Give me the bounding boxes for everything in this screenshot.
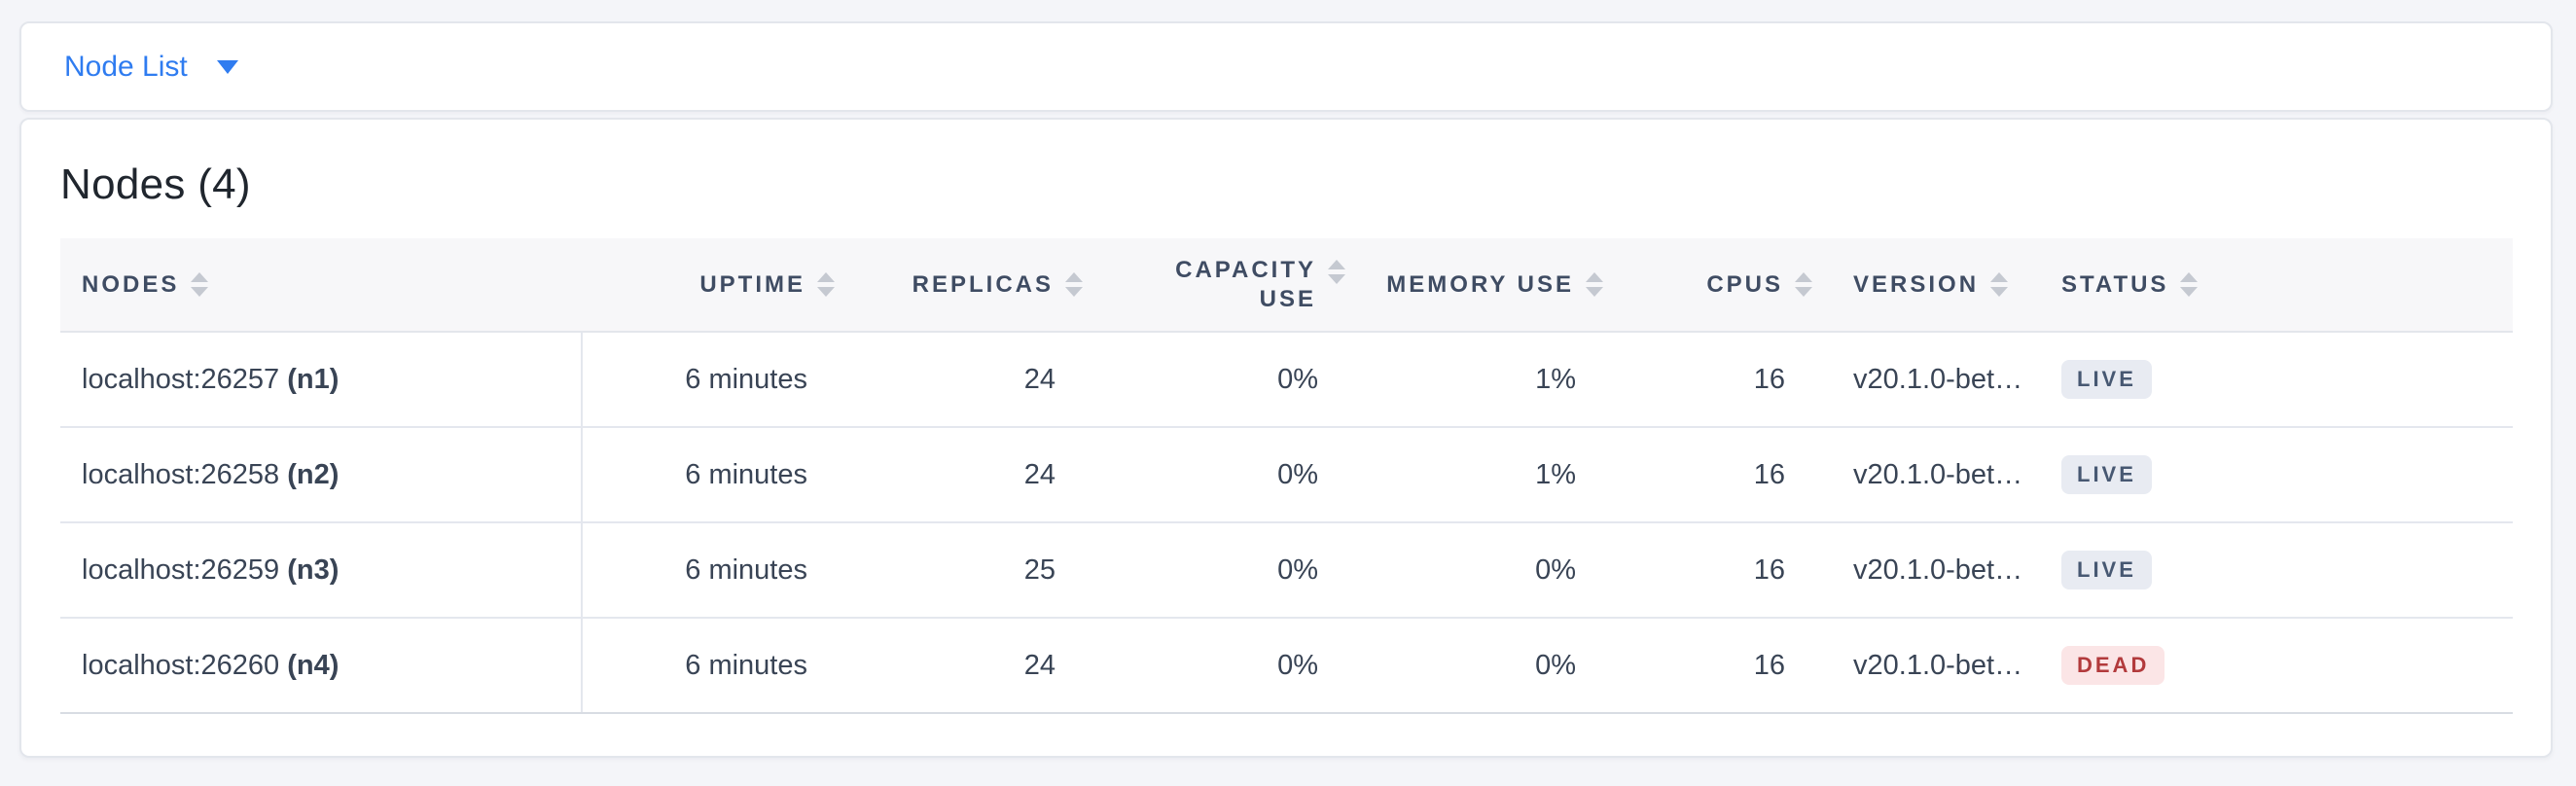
- node-list-dropdown[interactable]: Node List: [64, 50, 238, 83]
- column-header-uptime[interactable]: UPTIME: [582, 238, 835, 333]
- column-header-version[interactable]: VERSION: [1812, 238, 2046, 333]
- uptime-cell: 6 minutes: [582, 522, 835, 619]
- column-header-memory-use[interactable]: MEMORY USE: [1345, 238, 1603, 333]
- node-address-link[interactable]: localhost:26257 (n1): [82, 363, 340, 395]
- status-cell: DEAD: [2046, 618, 2240, 714]
- column-header-nodes[interactable]: NODES: [60, 238, 582, 333]
- sort-icon: [1990, 272, 2009, 297]
- memory-use-cell: 0%: [1345, 522, 1603, 619]
- cpus-cell: 16: [1603, 618, 1812, 714]
- page-title: Nodes (4): [60, 161, 251, 208]
- status-badge: LIVE: [2061, 551, 2152, 590]
- status-badge: LIVE: [2061, 455, 2152, 494]
- memory-use-cell: 1%: [1345, 427, 1603, 523]
- column-header-cpus[interactable]: CPUS: [1603, 238, 1812, 333]
- nodes-panel: Nodes (4) NODES: [19, 118, 2553, 758]
- nodes-table: NODES UPTIME REPLICAS: [60, 238, 2513, 714]
- table-row: localhost:26260 (n4) 6 minutes 24 0% 0% …: [60, 618, 2513, 714]
- version-cell: v20.1.0-bet…: [1812, 332, 2046, 428]
- replicas-cell: 24: [835, 427, 1083, 523]
- column-header-capacity-use[interactable]: CAPACITY USE: [1083, 238, 1345, 333]
- uptime-cell: 6 minutes: [582, 332, 835, 428]
- spacer-cell: [2240, 522, 2513, 619]
- node-id: (n4): [287, 649, 340, 681]
- replicas-cell: 24: [835, 618, 1083, 714]
- sort-icon: [2180, 272, 2199, 297]
- capacity-use-cell: 0%: [1083, 618, 1345, 714]
- table-row: localhost:26259 (n3) 6 minutes 25 0% 0% …: [60, 522, 2513, 619]
- table-header-row: NODES UPTIME REPLICAS: [60, 238, 2513, 333]
- cpus-cell: 16: [1603, 332, 1812, 428]
- memory-use-cell: 1%: [1345, 332, 1603, 428]
- uptime-cell: 6 minutes: [582, 618, 835, 714]
- node-address-link[interactable]: localhost:26259 (n3): [82, 554, 340, 586]
- chevron-down-icon: [216, 59, 238, 74]
- node-id: (n3): [287, 554, 340, 586]
- replicas-cell: 24: [835, 332, 1083, 428]
- node-address-cell: localhost:26258 (n2): [60, 427, 583, 523]
- status-badge: DEAD: [2061, 646, 2165, 685]
- node-address-cell: localhost:26260 (n4): [60, 618, 583, 714]
- sort-icon: [817, 272, 835, 297]
- cpus-cell: 16: [1603, 427, 1812, 523]
- version-cell: v20.1.0-bet…: [1812, 618, 2046, 714]
- uptime-cell: 6 minutes: [582, 427, 835, 523]
- version-cell: v20.1.0-bet…: [1812, 427, 2046, 523]
- table-row: localhost:26257 (n1) 6 minutes 24 0% 1% …: [60, 332, 2513, 428]
- capacity-use-cell: 0%: [1083, 522, 1345, 619]
- column-header-spacer: [2240, 238, 2513, 333]
- spacer-cell: [2240, 427, 2513, 523]
- capacity-use-cell: 0%: [1083, 332, 1345, 428]
- node-id: (n2): [287, 458, 340, 490]
- node-list-dropdown-label: Node List: [64, 50, 188, 83]
- sort-icon: [1328, 259, 1345, 284]
- spacer-cell: [2240, 618, 2513, 714]
- memory-use-cell: 0%: [1345, 618, 1603, 714]
- sort-icon: [191, 272, 209, 297]
- node-address-cell: localhost:26257 (n1): [60, 332, 583, 428]
- status-cell: LIVE: [2046, 427, 2240, 523]
- column-header-status[interactable]: STATUS: [2046, 238, 2240, 333]
- status-badge: LIVE: [2061, 360, 2152, 399]
- sort-icon: [1795, 272, 1812, 297]
- table-row: localhost:26258 (n2) 6 minutes 24 0% 1% …: [60, 427, 2513, 523]
- node-address-cell: localhost:26259 (n3): [60, 522, 583, 619]
- status-cell: LIVE: [2046, 522, 2240, 619]
- replicas-cell: 25: [835, 522, 1083, 619]
- cpus-cell: 16: [1603, 522, 1812, 619]
- capacity-use-cell: 0%: [1083, 427, 1345, 523]
- version-cell: v20.1.0-bet…: [1812, 522, 2046, 619]
- status-cell: LIVE: [2046, 332, 2240, 428]
- spacer-cell: [2240, 332, 2513, 428]
- node-address-link[interactable]: localhost:26260 (n4): [82, 649, 340, 681]
- node-id: (n1): [287, 363, 340, 395]
- node-address-link[interactable]: localhost:26258 (n2): [82, 458, 340, 490]
- sort-icon: [1586, 272, 1603, 297]
- column-header-replicas[interactable]: REPLICAS: [835, 238, 1083, 333]
- sort-icon: [1065, 272, 1083, 297]
- view-selector-bar: Node List: [19, 21, 2553, 112]
